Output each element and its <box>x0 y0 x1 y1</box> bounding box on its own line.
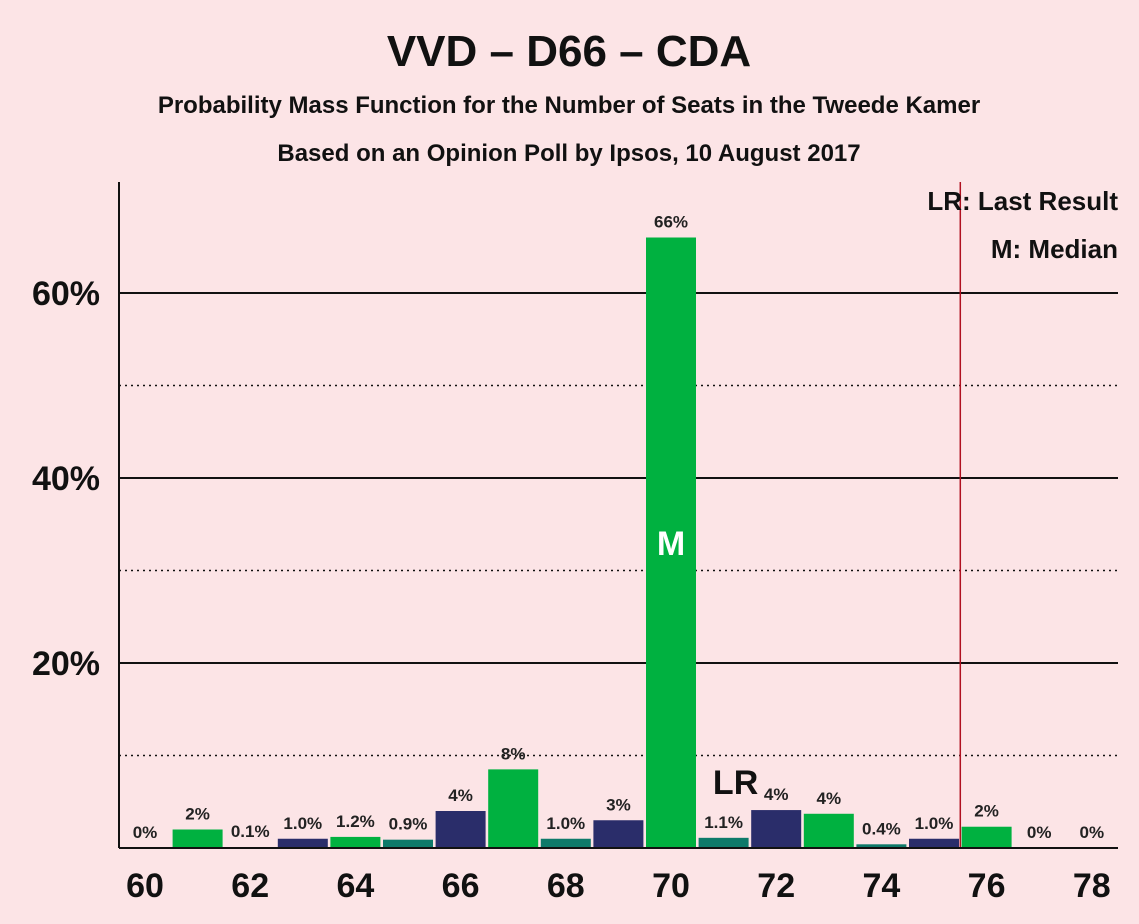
x-tick-label-78: 78 <box>1073 867 1111 905</box>
x-tick-label-60: 60 <box>126 867 164 905</box>
y-tick-label-40: 40% <box>32 460 100 498</box>
chart-title: VVD – D66 – CDA <box>387 27 751 76</box>
bar-seats-63 <box>277 838 328 848</box>
median-bar-clearance <box>643 182 699 238</box>
y-tick-label-60: 60% <box>32 275 100 313</box>
axes-layer: 20% 40% 60% 60 62 64 66 68 70 72 74 76 78 <box>32 182 1118 905</box>
bar-seats-67 <box>488 769 539 848</box>
bar-label-seats-61: 2% <box>185 805 210 824</box>
bar-label-seats-76: 2% <box>974 802 999 821</box>
x-tick-label-66: 66 <box>442 867 480 905</box>
bars-layer <box>172 182 1012 848</box>
bar-seats-70 <box>646 237 696 848</box>
x-tick-label-76: 76 <box>968 867 1006 905</box>
bar-seats-73 <box>803 813 854 848</box>
y-tick-label-20: 20% <box>32 645 100 683</box>
bar-label-seats-65: 0.9% <box>389 815 428 834</box>
bar-label-seats-70: 66% <box>654 213 688 232</box>
bar-seats-75 <box>909 838 959 848</box>
bar-labels-layer: 0% 2% 0.1% 1.0% 1.2% 0.9% 4% 8% 1.0% 3% 66% 1.1% 4% 4… <box>133 213 1104 843</box>
bar-label-seats-74: 0.4% <box>862 819 901 838</box>
bar-label-seats-73: 4% <box>817 789 842 808</box>
bar-label-seats-66: 4% <box>448 786 473 805</box>
x-tick-label-64: 64 <box>336 867 374 905</box>
bar-label-seats-64: 1.2% <box>336 812 375 831</box>
chart-subtitle: Probability Mass Function for the Number… <box>158 92 980 119</box>
bar-seats-69 <box>593 820 644 848</box>
bar-label-seats-71: 1.1% <box>704 813 743 832</box>
bar-seats-74 <box>856 844 907 848</box>
bar-seats-66 <box>435 811 486 848</box>
x-tick-label-62: 62 <box>231 867 269 905</box>
last-result-marker: LR <box>713 764 758 802</box>
bar-label-seats-63: 1.0% <box>283 814 322 833</box>
bar-label-seats-75: 1.0% <box>915 814 954 833</box>
bar-label-seats-60: 0% <box>133 823 158 842</box>
bar-label-seats-69: 3% <box>606 795 631 814</box>
bar-seats-72 <box>751 810 802 848</box>
bar-label-seats-68: 1.0% <box>546 814 585 833</box>
bar-seats-61 <box>172 829 223 848</box>
x-tick-label-74: 74 <box>862 867 900 905</box>
legend-median: M: Median <box>991 234 1118 264</box>
x-tick-label-70: 70 <box>652 867 690 905</box>
bar-label-seats-62: 0.1% <box>231 822 270 841</box>
bar-label-seats-67: 8% <box>501 744 526 763</box>
chart-subtitle-source: Based on an Opinion Poll by Ipsos, 10 Au… <box>277 140 860 167</box>
legend-last-result: LR: Last Result <box>927 186 1118 216</box>
bar-label-seats-77: 0% <box>1027 823 1052 842</box>
bar-seats-68 <box>540 838 591 848</box>
bar-label-seats-72: 4% <box>764 785 789 804</box>
marks-layer: M LR <box>657 182 962 848</box>
bar-seats-71 <box>698 837 749 848</box>
x-tick-label-72: 72 <box>757 867 795 905</box>
bar-seats-65 <box>383 839 433 848</box>
bar-seats-76 <box>961 826 1012 848</box>
x-tick-label-68: 68 <box>547 867 585 905</box>
bar-seats-64 <box>330 836 381 848</box>
bar-label-seats-78: 0% <box>1080 823 1105 842</box>
median-marker: M <box>657 525 685 563</box>
gridlines <box>119 292 1118 757</box>
